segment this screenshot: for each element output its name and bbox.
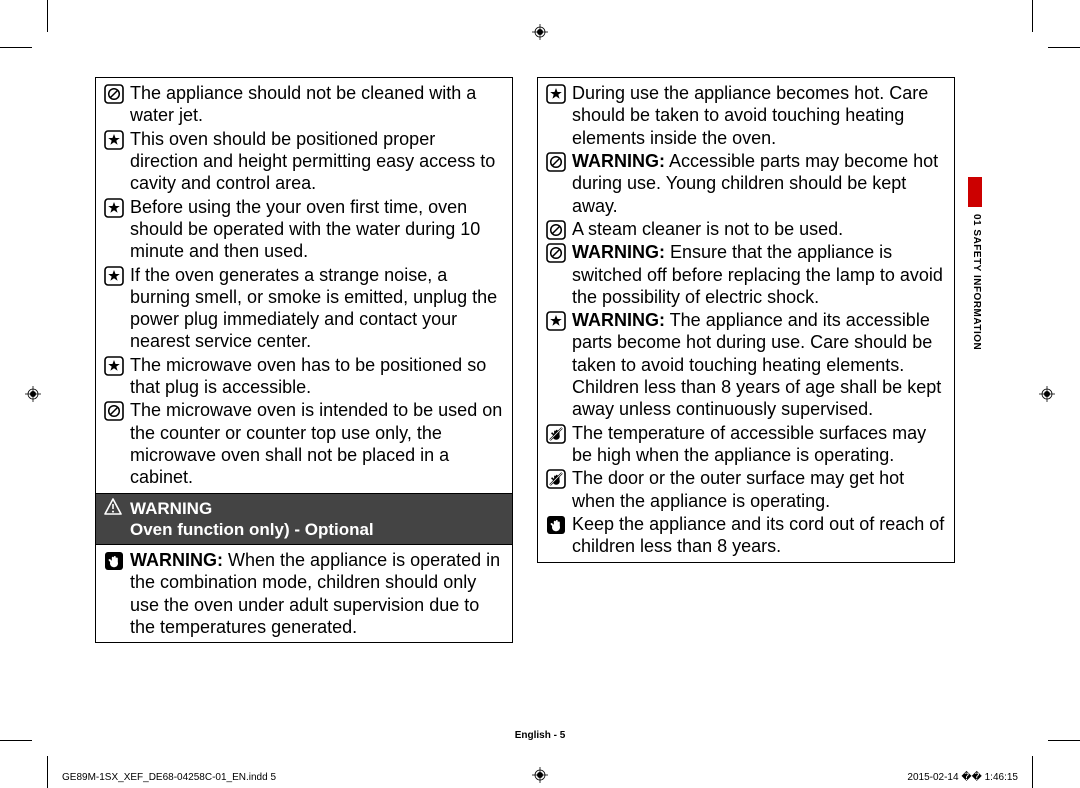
safety-item-text: The temperature of accessible surfaces m… xyxy=(572,422,946,467)
safety-item-text: If the oven generates a strange noise, a… xyxy=(130,264,504,353)
safety-item: The door or the outer surface may get ho… xyxy=(538,466,954,512)
section-tab-accent xyxy=(968,177,982,207)
safety-item: WARNING: When the appliance is operated … xyxy=(96,545,512,642)
notouch-icon xyxy=(546,422,572,444)
safety-item: If the oven generates a strange noise, a… xyxy=(96,263,512,353)
safety-item: The temperature of accessible surfaces m… xyxy=(538,421,954,467)
safety-item-text: The door or the outer surface may get ho… xyxy=(572,467,946,512)
safety-item: The microwave oven is intended to be use… xyxy=(96,398,512,492)
safety-item: WARNING: Ensure that the appliance is sw… xyxy=(538,240,954,308)
star-icon xyxy=(104,128,130,150)
safety-item-text: The microwave oven is intended to be use… xyxy=(130,399,504,488)
star-icon xyxy=(546,82,572,104)
registration-mark-icon xyxy=(532,24,548,40)
prohibit-icon xyxy=(104,399,130,421)
safety-item: The microwave oven has to be positioned … xyxy=(96,353,512,399)
warning-header-text: WARNING Oven function only) - Optional xyxy=(130,498,504,541)
safety-item-text: A steam cleaner is not to be used. xyxy=(572,218,946,240)
star-icon xyxy=(546,309,572,331)
safety-items-box: The appliance should not be cleaned with… xyxy=(95,77,513,494)
star-icon xyxy=(104,196,130,218)
left-column: The appliance should not be cleaned with… xyxy=(95,77,513,717)
safety-item: During use the appliance becomes hot. Ca… xyxy=(538,78,954,149)
safety-item: WARNING: Accessible parts may become hot… xyxy=(538,149,954,217)
registration-mark-icon xyxy=(25,386,41,402)
prohibit-icon xyxy=(546,241,572,263)
footer-timestamp: 2015-02-14 �� 1:46:15 xyxy=(907,772,1018,783)
page: 01 SAFETY INFORMATION The appliance shou… xyxy=(0,0,1080,788)
safety-item-text: WARNING: When the appliance is operated … xyxy=(130,549,504,638)
safety-item-text: Before using the your oven first time, o… xyxy=(130,196,504,263)
hand-icon xyxy=(104,549,130,571)
hand-icon xyxy=(546,513,572,535)
safety-item-text: This oven should be positioned proper di… xyxy=(130,128,504,195)
crop-mark xyxy=(47,0,48,32)
safety-item-text: Keep the appliance and its cord out of r… xyxy=(572,513,946,558)
safety-items-box: During use the appliance becomes hot. Ca… xyxy=(537,77,955,563)
registration-mark-icon xyxy=(1039,386,1055,402)
footer-doc-ref: GE89M-1SX_XEF_DE68-04258C-01_EN.indd 5 xyxy=(62,772,276,783)
safety-item-text: The microwave oven has to be positioned … xyxy=(130,354,504,399)
content-area: The appliance should not be cleaned with… xyxy=(95,77,955,717)
section-tab: 01 SAFETY INFORMATION xyxy=(962,177,982,374)
warning-header: WARNING Oven function only) - Optional xyxy=(95,494,513,545)
crop-mark xyxy=(1032,756,1033,788)
safety-item-text: WARNING: The appliance and its accessibl… xyxy=(572,309,946,421)
safety-items-box: WARNING: When the appliance is operated … xyxy=(95,544,513,643)
crop-mark xyxy=(0,47,32,48)
crop-mark xyxy=(47,756,48,788)
warning-header-subtitle: Oven function only) - Optional xyxy=(130,520,374,539)
star-icon xyxy=(104,354,130,376)
safety-item: A steam cleaner is not to be used. xyxy=(538,217,954,240)
safety-item: WARNING: The appliance and its accessibl… xyxy=(538,308,954,421)
page-number: English - 5 xyxy=(0,730,1080,741)
safety-item-text: WARNING: Accessible parts may become hot… xyxy=(572,150,946,217)
safety-item: This oven should be positioned proper di… xyxy=(96,127,512,195)
crop-mark xyxy=(1048,47,1080,48)
prohibit-icon xyxy=(104,82,130,104)
safety-item: Before using the your oven first time, o… xyxy=(96,195,512,263)
prohibit-icon xyxy=(546,218,572,240)
section-tab-label: 01 SAFETY INFORMATION xyxy=(968,214,982,350)
registration-mark-icon xyxy=(532,767,548,783)
safety-item: The appliance should not be cleaned with… xyxy=(96,78,512,127)
safety-item: Keep the appliance and its cord out of r… xyxy=(538,512,954,562)
right-column: During use the appliance becomes hot. Ca… xyxy=(537,77,955,717)
notouch-icon xyxy=(546,467,572,489)
warning-header-title: WARNING xyxy=(130,499,212,518)
crop-mark xyxy=(1032,0,1033,32)
prohibit-icon xyxy=(546,150,572,172)
warning-triangle-icon xyxy=(104,498,124,516)
star-icon xyxy=(104,264,130,286)
safety-item-text: WARNING: Ensure that the appliance is sw… xyxy=(572,241,946,308)
safety-item-text: The appliance should not be cleaned with… xyxy=(130,82,504,127)
safety-item-text: During use the appliance becomes hot. Ca… xyxy=(572,82,946,149)
